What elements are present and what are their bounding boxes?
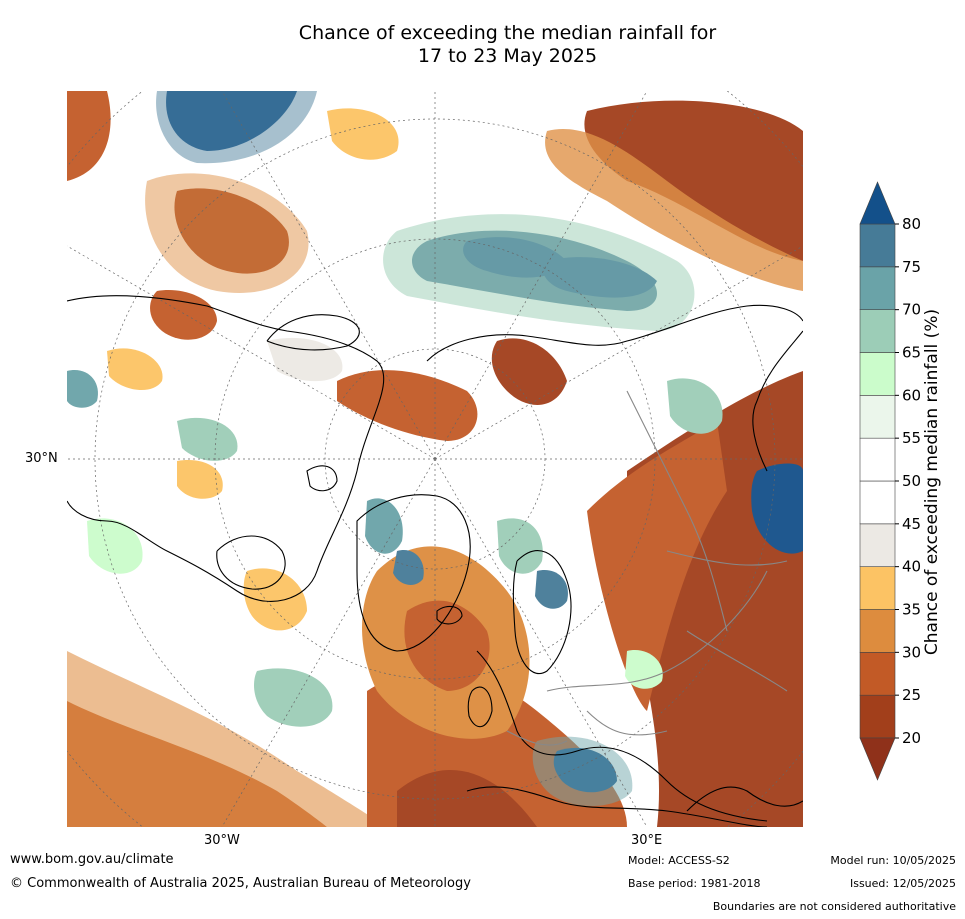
field-high-nordic — [497, 518, 543, 574]
colorbar-bands — [859, 181, 896, 781]
field-high-mediterranean-halo — [532, 736, 633, 806]
field-high-atlantic-grey — [267, 337, 343, 382]
field-low-europe-core — [404, 600, 490, 691]
colorbar-extension-low — [859, 737, 896, 781]
field-high-greenland — [365, 498, 403, 554]
footer-model: Model: ACCESS-S2 — [628, 854, 730, 867]
coast-uk — [467, 686, 493, 728]
colorbar-tick-label: 70 — [902, 301, 921, 319]
field-low-caribbean — [177, 460, 223, 499]
colorbar-label: Chance of exceeding median rainfall (%) — [922, 309, 942, 655]
footer-model-run: Model run: 10/05/2025 — [830, 854, 956, 867]
footer-base-period: Base period: 1981-2018 — [628, 877, 761, 890]
coast-arctic-islands — [306, 465, 338, 492]
coast-asia-east — [752, 330, 803, 472]
colorbar-band-55-60 — [859, 395, 896, 439]
graticule — [67, 91, 803, 827]
field-low-arctic — [337, 370, 478, 441]
field-low-north-pacific — [174, 188, 289, 274]
colorbar-band-65-70 — [859, 309, 896, 353]
field-low-north-pacific-ring — [145, 173, 309, 293]
coast-north-america — [67, 295, 385, 602]
colorbar-tick-label: 55 — [902, 429, 921, 447]
field-high-north-atlantic — [254, 668, 333, 727]
footer-issued: Issued: 12/05/2025 — [849, 877, 956, 890]
field-high-pacific-topleft — [166, 91, 297, 151]
coast-europe — [476, 650, 768, 822]
field-low-west-atlantic — [107, 348, 163, 391]
coast-mediterranean — [466, 786, 768, 827]
footer-boundaries-note: Boundaries are not considered authoritat… — [712, 900, 956, 913]
colorbar-band-35-40 — [859, 566, 896, 610]
colorbar-tick-label: 65 — [902, 344, 921, 362]
colorbar-band-40-45 — [859, 523, 896, 567]
colorbar-tick-label: 30 — [902, 643, 921, 661]
coast-alaska — [266, 314, 360, 351]
colorbar-extension-high — [859, 181, 896, 225]
country-borders — [506, 390, 788, 746]
colorbar-tick-label: 60 — [902, 386, 921, 404]
colorbar-band-60-65 — [859, 352, 896, 396]
lat-label-30n: 30°N — [25, 451, 58, 466]
colorbar-band-20-25 — [859, 694, 896, 739]
field-low-top-left — [67, 91, 111, 181]
field-high-mediterranean — [553, 747, 617, 793]
field-low-mid-atlantic — [243, 568, 307, 631]
field-high-caspian — [625, 650, 663, 689]
colorbar-tick-label: 20 — [902, 729, 921, 747]
colorbar-band-75-80 — [859, 223, 896, 268]
field-high-europe-north — [535, 570, 568, 609]
field-high-east-asia — [751, 463, 803, 554]
coast-hudson — [216, 535, 286, 590]
field-low-siberia — [584, 100, 803, 261]
field-high-asia-halo — [383, 214, 695, 331]
field-high-pacific-edge — [156, 91, 317, 164]
field-low-siberia-edge — [545, 129, 803, 291]
colorbar-band-50-55 — [859, 437, 896, 482]
colorbar-tick-label: 40 — [902, 558, 921, 576]
coast-asia-north — [426, 304, 803, 362]
colorbar-band-70-75 — [859, 266, 896, 310]
field-high-canada — [177, 417, 238, 461]
colorbar-band-45-50 — [859, 480, 896, 525]
colorbar-tick-label: 35 — [902, 601, 921, 619]
coast-scandinavia — [512, 550, 572, 674]
field-low-aleutian — [150, 290, 217, 340]
colorbar-tick-label: 45 — [902, 515, 921, 533]
field-low-top-mid — [327, 108, 399, 160]
rainfall-probability-map — [67, 91, 803, 827]
coast-arabia — [686, 786, 803, 812]
footer-copyright: © Commonwealth of Australia 2025, Austra… — [10, 876, 471, 891]
colorbar-band-25-30 — [859, 652, 896, 696]
colorbar-tick-label: 80 — [902, 215, 921, 233]
field-high-west-siberia — [667, 378, 723, 434]
map-title-line-1: Chance of exceeding the median rainfall … — [298, 22, 717, 44]
field-low-africa-core — [397, 770, 537, 827]
lon-label-30e: 30°E — [631, 833, 663, 848]
field-high-pacific-west — [67, 370, 98, 408]
lon-label-30w: 30°W — [204, 833, 240, 848]
colorbar-band-30-35 — [859, 609, 896, 653]
field-high-west-pacific — [87, 518, 143, 574]
colorbar: 20 25 30 35 40 45 50 55 60 65 70 75 80 Chance of exc… — [859, 181, 942, 781]
probability-field — [67, 91, 803, 827]
field-low-south-belt — [67, 651, 387, 827]
coastlines — [67, 295, 803, 827]
colorbar-tick-label: 25 — [902, 686, 921, 704]
coast-iceland — [436, 605, 463, 625]
colorbar-ticks: 20 25 30 35 40 45 50 55 60 65 70 75 80 — [895, 215, 921, 747]
coast-greenland — [356, 494, 471, 652]
field-low-asia-edge — [587, 421, 727, 711]
map-title-line-2: 17 to 23 May 2025 — [417, 45, 598, 67]
footer-website: www.bom.gov.au/climate — [10, 852, 174, 867]
colorbar-tick-label: 75 — [902, 258, 921, 276]
field-low-siberia-coast — [491, 338, 567, 405]
field-high-greenland-west — [393, 550, 424, 585]
colorbar-tick-label: 50 — [902, 472, 921, 490]
